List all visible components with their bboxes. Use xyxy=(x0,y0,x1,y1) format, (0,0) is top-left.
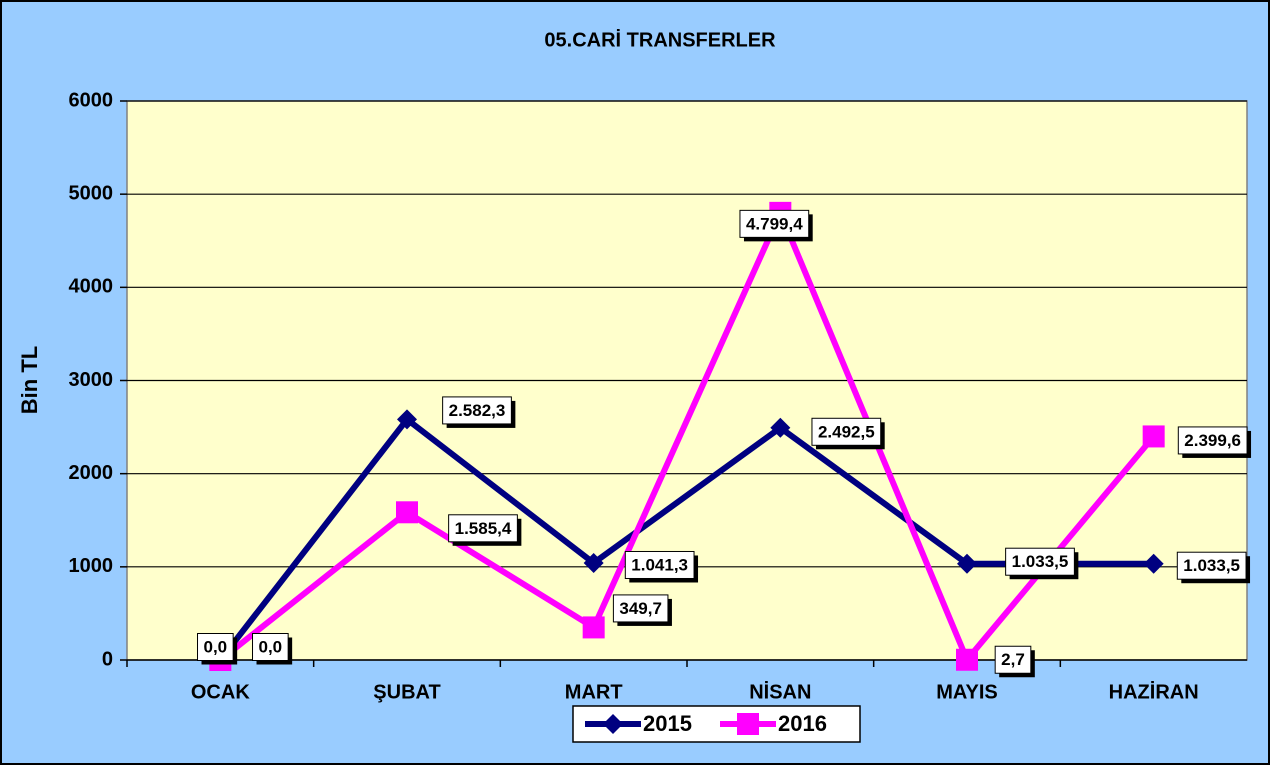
data-label-text: 0,0 xyxy=(204,637,228,656)
y-tick-label: 1000 xyxy=(69,555,114,577)
data-label: 1.041,3 xyxy=(624,550,699,583)
data-label-box xyxy=(624,550,695,579)
data-label: 349,7 xyxy=(612,594,672,626)
data-label-box xyxy=(811,417,882,446)
data-label: 1.585,4 xyxy=(448,514,522,546)
data-label-text: 1.033,5 xyxy=(1012,552,1069,571)
data-label: 2,7 xyxy=(994,645,1035,678)
data-label-text: 2.399,6 xyxy=(1184,431,1241,450)
data-label-text: 4.799,4 xyxy=(746,214,803,233)
data-label: 0,0 xyxy=(252,633,293,665)
data-label-text: 2.492,5 xyxy=(818,422,875,441)
y-tick-label: 6000 xyxy=(69,89,114,111)
marker xyxy=(956,648,978,671)
data-label-box xyxy=(442,396,512,425)
data-label-box xyxy=(612,594,669,623)
data-label-box xyxy=(1176,551,1247,580)
data-label: 0,0 xyxy=(197,633,238,665)
x-tick-label: ŞUBAT xyxy=(373,681,440,703)
data-label: 2.582,3 xyxy=(442,396,516,428)
data-label-text: 2,7 xyxy=(1001,650,1025,669)
data-label-box xyxy=(1177,426,1248,455)
marker xyxy=(770,417,791,438)
data-label-box xyxy=(994,645,1032,674)
legend: 2015 2016 xyxy=(572,705,861,743)
y-tick-label: 3000 xyxy=(69,369,114,391)
marker xyxy=(583,552,604,573)
legend-marker xyxy=(737,713,759,735)
legend-label: 2015 xyxy=(643,711,692,736)
data-label-text: 0,0 xyxy=(259,637,283,656)
data-label: 4.799,4 xyxy=(739,209,813,242)
y-axis-label: Bin TL xyxy=(17,346,42,414)
data-label-text: 349,7 xyxy=(619,599,662,618)
x-tick-label: HAZİRAN xyxy=(1109,680,1199,703)
marker xyxy=(957,553,977,574)
data-label-box xyxy=(252,633,289,661)
data-label-box xyxy=(739,209,810,238)
legend-marker xyxy=(603,714,623,734)
data-label-text: 1.585,4 xyxy=(455,519,512,538)
marker xyxy=(1143,553,1164,574)
x-tick-label: MAYIS xyxy=(936,681,998,703)
data-label-box xyxy=(448,514,518,543)
x-tick-label: NİSAN xyxy=(749,680,811,703)
data-label-text: 1.041,3 xyxy=(631,555,688,574)
marker xyxy=(397,409,417,430)
x-tick-label: MART xyxy=(565,681,623,703)
marker xyxy=(396,501,418,524)
marker xyxy=(1142,425,1165,448)
marker xyxy=(582,616,605,639)
data-label-text: 2.582,3 xyxy=(449,401,506,420)
data-label-box xyxy=(197,633,234,661)
y-tick-label: 4000 xyxy=(69,276,114,298)
data-label-text: 1.033,5 xyxy=(1183,556,1240,575)
data-label: 1.033,5 xyxy=(1176,551,1251,584)
legend-label: 2016 xyxy=(778,711,827,736)
series-line xyxy=(217,416,1154,662)
data-label: 2.492,5 xyxy=(811,417,885,450)
x-tick-label: OCAK xyxy=(191,681,250,703)
y-tick-label: 5000 xyxy=(69,182,114,204)
data-label: 1.033,5 xyxy=(1005,547,1079,580)
y-tick-label: 0 xyxy=(102,648,113,670)
y-tick-label: 2000 xyxy=(69,462,114,484)
data-label-box xyxy=(1005,547,1075,576)
chart-title: 05.CARİ TRANSFERLER xyxy=(544,28,776,51)
series-line xyxy=(218,209,1156,663)
data-label: 2.399,6 xyxy=(1177,426,1252,458)
